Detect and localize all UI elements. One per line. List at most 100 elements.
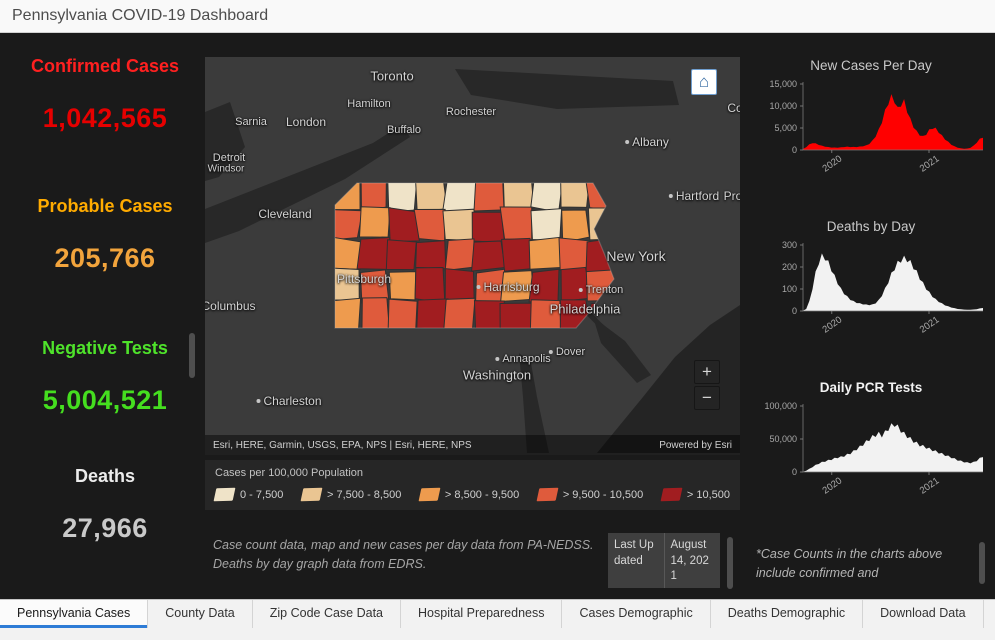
svg-text:10,000: 10,000 — [769, 101, 797, 111]
city-name: Buffalo — [386, 124, 422, 136]
tab-deaths-demographic[interactable]: Deaths Demographic — [711, 600, 864, 628]
tab-hospital-preparedness[interactable]: Hospital Preparedness — [401, 600, 563, 628]
bottom-tab-bar: Pennsylvania Cases County Data Zip Code … — [0, 599, 995, 640]
tab-download-data[interactable]: Download Data — [863, 600, 984, 628]
charts-footnote: *Case Counts in the charts above include… — [756, 547, 943, 580]
tab-county-data[interactable]: County Data — [148, 600, 253, 628]
svg-text:0: 0 — [792, 467, 797, 477]
city-label: Windsor — [208, 164, 245, 175]
chart-new-cases-per-day: New Cases Per Day 0 5,000 10,000 15,000 2020… — [753, 58, 989, 184]
city-name: Annapolis — [502, 353, 551, 365]
stat-value: 5,004,521 — [42, 385, 168, 415]
stat-label: Deaths — [74, 466, 136, 486]
city-name: Hartford — [675, 189, 720, 203]
city-name: Washington — [462, 367, 532, 383]
stat-deaths: Deaths 27,966 — [10, 466, 200, 544]
city-label: Annapolis — [495, 353, 551, 365]
stat-label: Negative Tests — [42, 338, 168, 358]
stat-label: Confirmed Cases — [30, 56, 180, 76]
legend-item: > 9,500 - 10,500 — [536, 487, 643, 502]
city-dot — [668, 194, 673, 198]
legend-item: 0 - 7,500 — [213, 487, 283, 502]
chart-deaths-by-day: Deaths by Day 0 100 200 300 2020 2021 — [753, 219, 989, 345]
city-dot — [578, 288, 583, 292]
legend-title: Cases per 100,000 Population — [215, 467, 363, 479]
city-name: Pro — [723, 189, 740, 203]
city-label: Cleveland — [258, 207, 311, 221]
chart-area: 0 100 200 300 2020 2021 — [782, 240, 983, 336]
city-label: Buffalo — [387, 124, 421, 136]
map-canvas — [205, 57, 740, 455]
tab-pennsylvania-cases[interactable]: Pennsylvania Cases — [0, 600, 149, 628]
tab-zip-code-case-data[interactable]: Zip Code Case Data — [253, 600, 402, 628]
stat-value: 27,966 — [62, 513, 148, 543]
city-name: Toronto — [370, 68, 414, 84]
svg-text:2020: 2020 — [821, 475, 845, 496]
stat-probable-cases: Probable Cases 205,766 — [10, 196, 200, 274]
svg-text:100: 100 — [782, 284, 797, 294]
legend-swatch — [213, 487, 236, 502]
city-name: Albany — [632, 135, 669, 149]
zoom-in-button[interactable]: + — [694, 360, 720, 384]
city-label: Albany — [625, 135, 669, 149]
city-name: Pittsburgh — [336, 272, 392, 286]
city-name: Charleston — [263, 394, 322, 408]
city-label: Pittsburgh — [337, 272, 391, 286]
chart-area: 0 5,000 10,000 15,000 2020 2021 — [769, 79, 983, 175]
map-attribution: Esri, HERE, Garmin, USGS, EPA, NPS | Esr… — [205, 435, 740, 455]
city-label: Philadelphia — [550, 302, 621, 317]
left-panel-scrollbar[interactable] — [189, 333, 195, 378]
last-updated-scrollbar[interactable] — [727, 537, 733, 589]
legend-swatch — [660, 487, 683, 502]
city-dot — [476, 285, 481, 289]
home-button[interactable]: ⌂ — [691, 69, 717, 95]
svg-text:2021: 2021 — [918, 475, 942, 496]
map[interactable]: Toronto Hamilton London Sarnia Rochester Buff… — [205, 57, 740, 455]
page-title: Pennsylvania COVID-19 Dashboard — [12, 7, 269, 24]
city-label: Charleston — [256, 394, 322, 408]
stat-negative-tests: Negative Tests 5,004,521 — [10, 338, 200, 416]
last-updated-value: August 14, 2021 — [670, 539, 709, 583]
city-label: Harrisburg — [476, 280, 540, 294]
city-name: Trenton — [585, 284, 624, 296]
svg-text:300: 300 — [782, 240, 797, 250]
city-label: Trenton — [578, 284, 624, 296]
svg-text:0: 0 — [792, 306, 797, 316]
chart-title: New Cases Per Day — [810, 58, 932, 73]
city-label: Columbus — [205, 299, 256, 313]
city-name: Windsor — [207, 163, 245, 175]
powered-by-esri: Powered by Esri — [659, 439, 732, 451]
zoom-controls: + − — [694, 360, 720, 412]
city-label: Co — [727, 101, 740, 115]
city-label: Hartford — [668, 189, 720, 203]
city-name: Detroit — [212, 152, 246, 164]
stat-confirmed-cases: Confirmed Cases 1,042,565 — [10, 56, 200, 134]
city-dot — [495, 357, 500, 361]
city-dot — [625, 140, 630, 144]
data-source-note: Case count data, map and new cases per d… — [213, 538, 594, 572]
svg-text:200: 200 — [782, 262, 797, 272]
footnote-scrollbar[interactable] — [979, 542, 985, 584]
zoom-out-button[interactable]: − — [694, 386, 720, 410]
svg-text:5,000: 5,000 — [774, 123, 797, 133]
city-name: Columbus — [205, 299, 256, 313]
tab-cases-demographic[interactable]: Cases Demographic — [562, 600, 711, 628]
city-name: New York — [606, 248, 666, 264]
legend-item: > 10,500 — [660, 487, 730, 502]
city-name: Hamilton — [347, 98, 391, 110]
city-name: Philadelphia — [549, 301, 621, 317]
city-label: Pro — [724, 189, 740, 203]
legend-label: > 8,500 - 9,500 — [444, 488, 520, 501]
chart-title: Daily PCR Tests — [819, 380, 923, 395]
svg-text:100,000: 100,000 — [764, 401, 797, 411]
svg-text:15,000: 15,000 — [769, 79, 797, 89]
legend-items: 0 - 7,500 > 7,500 - 8,500 > 8,500 - 9,50… — [213, 487, 730, 502]
city-name: London — [285, 115, 327, 129]
svg-text:2020: 2020 — [821, 153, 845, 174]
city-label: London — [286, 115, 326, 129]
city-label: Rochester — [446, 106, 496, 118]
city-dot — [256, 399, 261, 403]
city-name: Rochester — [445, 106, 497, 118]
map-legend: Cases per 100,000 Population 0 - 7,500 >… — [205, 460, 740, 510]
